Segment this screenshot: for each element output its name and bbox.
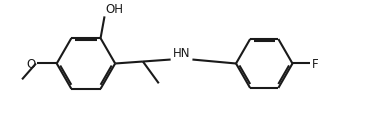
- Text: HN: HN: [173, 46, 190, 59]
- Text: OH: OH: [105, 3, 124, 16]
- Text: F: F: [312, 58, 319, 70]
- Text: O: O: [27, 58, 36, 70]
